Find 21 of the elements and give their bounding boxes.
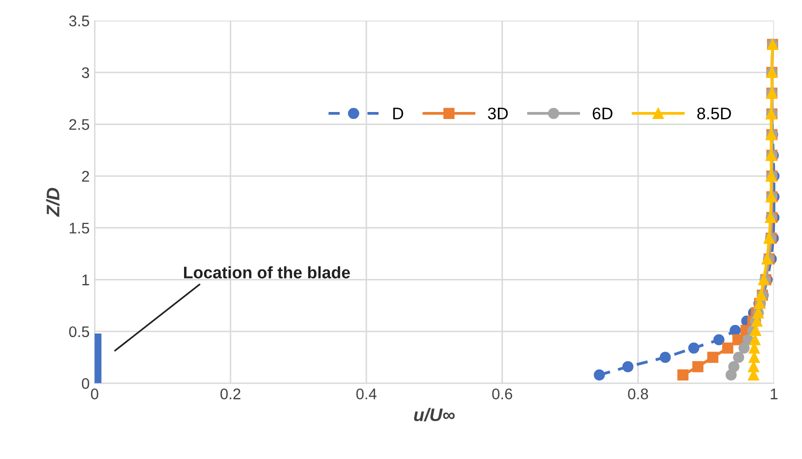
y-tick-label: 2 — [82, 170, 90, 182]
y-tick-label: 1 — [82, 274, 90, 286]
x-axis-title: u/U∞ — [414, 408, 455, 422]
legend-label: 8.5D — [697, 108, 731, 120]
legend-label: 6D — [592, 108, 612, 120]
y-tick-label: 0 — [82, 378, 90, 389]
x-tick-label: 0.8 — [628, 388, 648, 400]
legend-label: 3D — [488, 108, 508, 120]
y-tick-label: 3 — [82, 67, 90, 78]
y-tick-label: 2.5 — [69, 119, 90, 130]
y-tick-label: 3.5 — [69, 16, 90, 26]
y-tick-label: 0.5 — [69, 326, 90, 338]
x-tick-label: 1 — [770, 388, 778, 400]
x-tick-label: 0 — [90, 388, 98, 400]
x-tick-label: 0.6 — [492, 388, 512, 400]
annotation: Location of the blade — [184, 266, 350, 278]
x-tick-label: 0.4 — [356, 388, 377, 400]
legend-label: D — [393, 108, 404, 120]
y-tick-label: 1.5 — [70, 222, 90, 234]
y-axis-title: Z/D — [46, 188, 60, 217]
x-tick-label: 0.2 — [220, 388, 240, 400]
